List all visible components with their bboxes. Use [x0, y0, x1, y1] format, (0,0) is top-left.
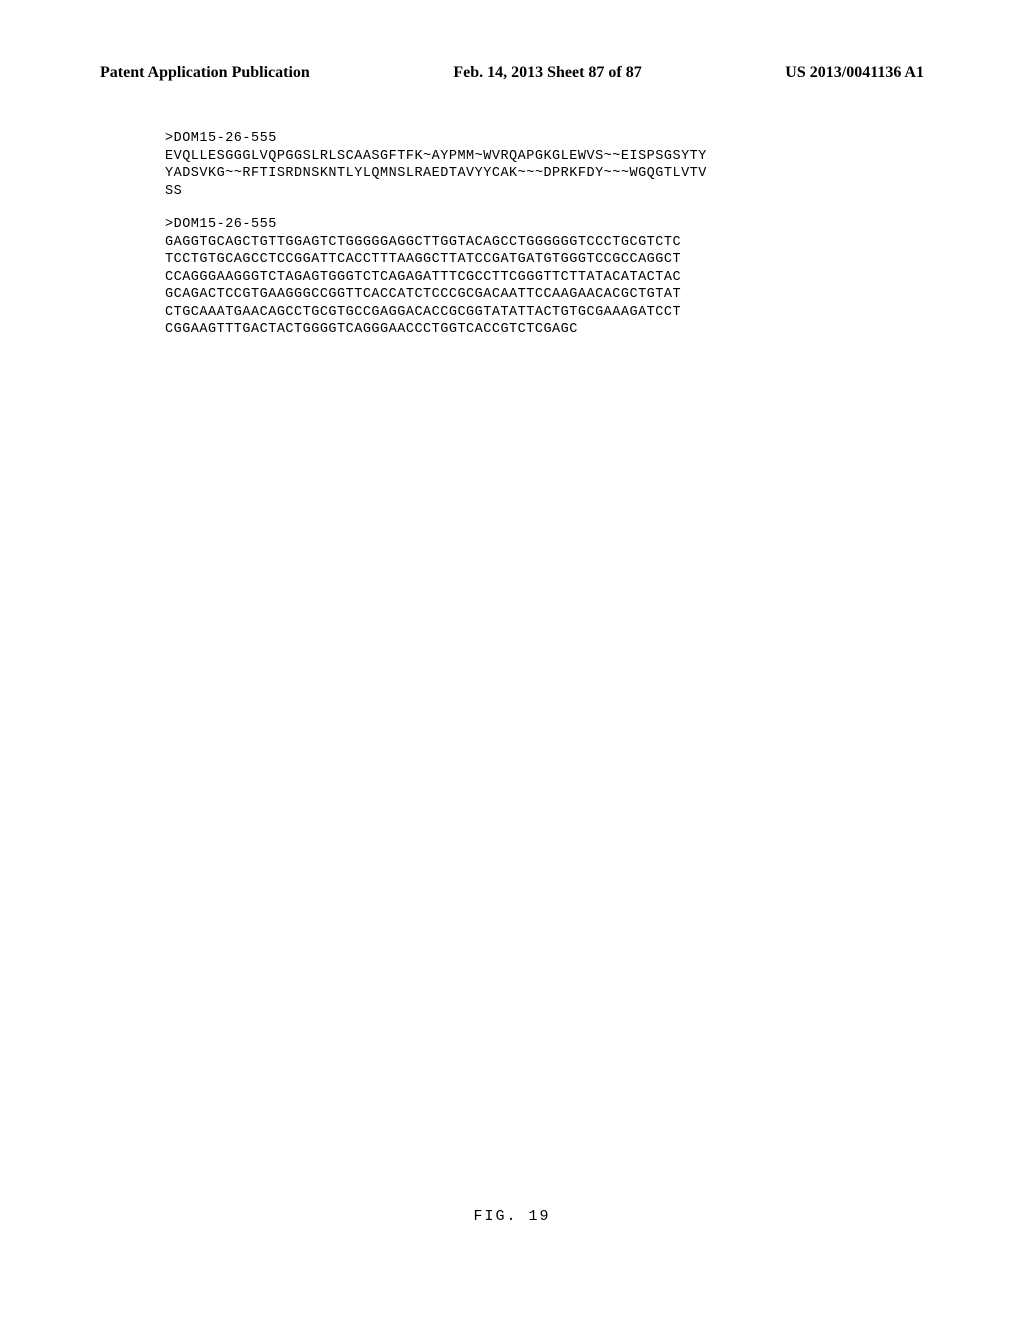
sequence-line: YADSVKG~~RFTISRDNSKNTLYLQMNSLRAEDTAVYYCA… — [165, 165, 924, 183]
sequence-line: TCCTGTGCAGCCTCCGGATTCACCTTTAAGGCTTATCCGA… — [165, 251, 924, 269]
sequence-block-2: >DOM15-26-555 GAGGTGCAGCTGTTGGAGTCTGGGGG… — [165, 216, 924, 339]
header-publication: Patent Application Publication — [100, 64, 310, 82]
header-date-sheet: Feb. 14, 2013 Sheet 87 of 87 — [453, 64, 641, 82]
header-patent-number: US 2013/0041136 A1 — [785, 64, 924, 82]
sequence-line: CTGCAAATGAACAGCCTGCGTGCCGAGGACACCGCGGTAT… — [165, 304, 924, 322]
figure-label: FIG. 19 — [0, 1208, 1024, 1225]
sequence-line: EVQLLESGGGLVQPGGSLRLSCAASGFTFK~AYPMM~WVR… — [165, 148, 924, 166]
sequence-header-2: >DOM15-26-555 — [165, 216, 924, 234]
sequence-header-1: >DOM15-26-555 — [165, 130, 924, 148]
sequence-line: GCAGACTCCGTGAAGGGCCGGTTCACCATCTCCCGCGACA… — [165, 286, 924, 304]
sequence-content: >DOM15-26-555 EVQLLESGGGLVQPGGSLRLSCAASG… — [165, 130, 924, 355]
sequence-block-1: >DOM15-26-555 EVQLLESGGGLVQPGGSLRLSCAASG… — [165, 130, 924, 200]
sequence-line: CGGAAGTTTGACTACTGGGGTCAGGGAACCCTGGTCACCG… — [165, 321, 924, 339]
sequence-line: GAGGTGCAGCTGTTGGAGTCTGGGGGAGGCTTGGTACAGC… — [165, 234, 924, 252]
sequence-line: CCAGGGAAGGGTCTAGAGTGGGTCTCAGAGATTTCGCCTT… — [165, 269, 924, 287]
page-header: Patent Application Publication Feb. 14, … — [0, 64, 1024, 82]
sequence-line: SS — [165, 183, 924, 201]
